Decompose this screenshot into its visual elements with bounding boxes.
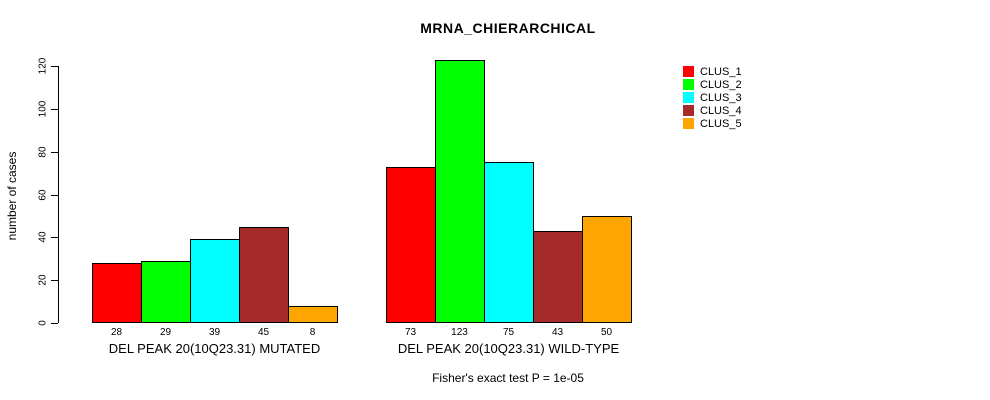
y-axis-tick <box>51 195 58 196</box>
bar-clus_3-group1 <box>190 239 240 323</box>
bar-clus_3-group2 <box>484 162 534 323</box>
legend-item-label: CLUS_1 <box>700 65 742 78</box>
x-axis-category-label: DEL PEAK 20(10Q23.31) MUTATED <box>108 341 321 356</box>
chart-title: MRNA_CHIERARCHICAL <box>420 20 596 36</box>
bar-value-label: 29 <box>159 327 172 338</box>
legend-item: CLUS_1 <box>683 65 742 78</box>
legend-item: CLUS_2 <box>683 78 742 91</box>
y-axis-tick <box>51 109 58 110</box>
legend-item: CLUS_3 <box>683 91 742 104</box>
bar-clus_1-group1 <box>92 263 142 323</box>
bar-value-label: 123 <box>451 327 468 338</box>
bar-clus_2-group2 <box>435 60 485 323</box>
bar-value-label: 8 <box>309 327 316 338</box>
legend-item: CLUS_5 <box>683 117 742 130</box>
bar-value-label: 45 <box>257 327 270 338</box>
legend-color-swatch <box>683 66 694 77</box>
y-axis-tick-label: 100 <box>37 100 49 118</box>
y-axis-tick-label: 80 <box>37 146 49 158</box>
bar-value-label: 43 <box>551 327 564 338</box>
bar-clus_1-group2 <box>386 167 436 323</box>
bar-value-label: 28 <box>110 327 123 338</box>
bar-value-label: 39 <box>208 327 221 338</box>
legend-item: CLUS_4 <box>683 104 742 117</box>
legend: CLUS_1 CLUS_2 CLUS_3 CLUS_4 CLUS_5 <box>683 65 742 130</box>
bar-value-label: 75 <box>502 327 515 338</box>
bar-clus_4-group2 <box>533 231 583 323</box>
legend-color-swatch <box>683 79 694 90</box>
bar-value-label: 73 <box>404 327 417 338</box>
legend-item-label: CLUS_3 <box>700 91 742 104</box>
y-axis-label: number of cases <box>5 151 19 241</box>
legend-item-label: CLUS_4 <box>700 104 742 117</box>
bar-value-label: 50 <box>600 327 613 338</box>
bar-clus_5-group2 <box>582 216 632 323</box>
legend-color-swatch <box>683 118 694 129</box>
y-axis-tick-label: 20 <box>37 274 49 286</box>
bar-clus_4-group1 <box>239 227 289 323</box>
bar-clus_2-group1 <box>141 261 191 323</box>
y-axis-tick <box>51 152 58 153</box>
fisher-test-annotation: Fisher's exact test P = 1e-05 <box>432 371 584 385</box>
y-axis-tick-label: 60 <box>37 189 49 201</box>
y-axis-tick-label: 120 <box>37 57 49 75</box>
legend-item-label: CLUS_5 <box>700 117 742 130</box>
y-axis-tick <box>51 280 58 281</box>
legend-color-swatch <box>683 105 694 116</box>
legend-item-label: CLUS_2 <box>700 78 742 91</box>
bar-clus_5-group1 <box>288 306 338 323</box>
y-axis-tick-label: 0 <box>37 320 49 326</box>
legend-color-swatch <box>683 92 694 103</box>
y-axis-line <box>58 66 59 323</box>
y-axis-tick <box>51 323 58 324</box>
y-axis-tick <box>51 66 58 67</box>
y-axis-tick-label: 40 <box>37 231 49 243</box>
y-axis-tick <box>51 237 58 238</box>
x-axis-category-label: DEL PEAK 20(10Q23.31) WILD-TYPE <box>397 341 620 356</box>
